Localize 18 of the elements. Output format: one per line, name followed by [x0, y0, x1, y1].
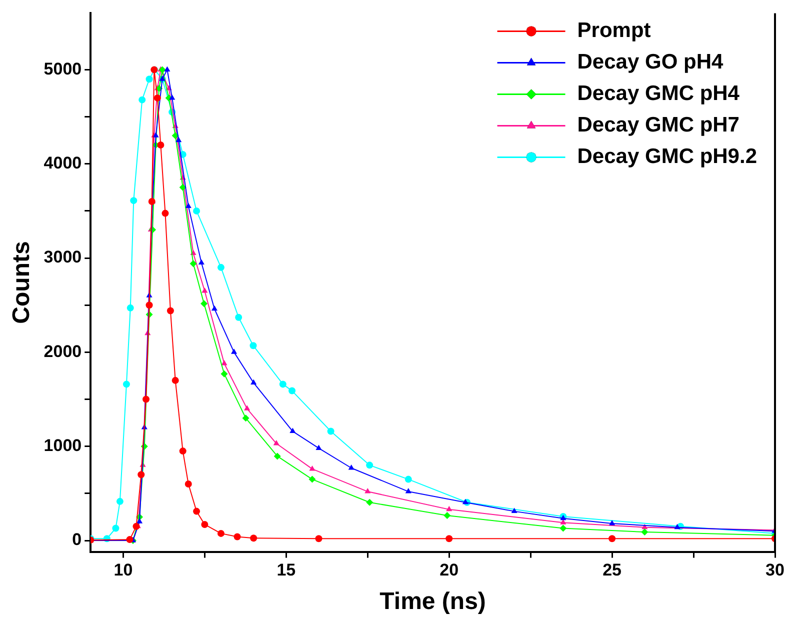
x-axis-title: Time (ns)	[380, 588, 486, 616]
x-tick-label: 10	[114, 560, 133, 580]
y-tick-label: 1000	[44, 436, 82, 456]
legend-label: Decay GMC pH9.2	[577, 144, 758, 168]
x-tick-label: 20	[440, 560, 459, 580]
x-tick-label: 30	[766, 560, 784, 580]
y-tick-label: 3000	[44, 248, 82, 267]
legend-label: Prompt	[577, 18, 651, 42]
y-tick-label: 4000	[44, 154, 82, 173]
y-tick-label: 2000	[44, 342, 82, 361]
y-axis-title: Counts	[8, 241, 36, 324]
y-tick-label: 0	[72, 530, 82, 550]
legend-label: Decay GO pH4	[577, 50, 724, 74]
y-tick-label: 5000	[44, 59, 82, 78]
x-tick-label: 25	[602, 560, 622, 580]
legend-label: Decay GMC pH4	[577, 82, 740, 105]
x-tick-label: 15	[276, 560, 296, 580]
legend-label: Decay GMC pH7	[577, 113, 740, 136]
